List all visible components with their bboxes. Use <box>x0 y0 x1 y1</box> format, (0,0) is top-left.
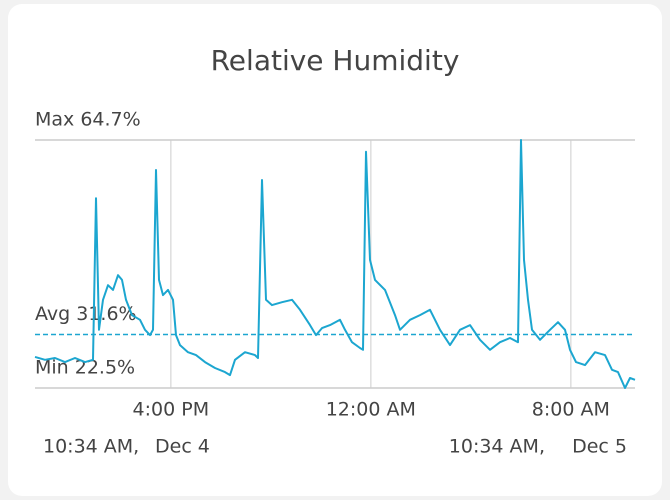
end-date: Dec 5 <box>572 436 627 458</box>
start-date: Dec 4 <box>155 436 210 458</box>
chart-title: Relative Humidity <box>211 44 460 77</box>
reference-label: Min 22.5% <box>35 357 135 379</box>
reference-label: Max 64.7% <box>35 109 141 131</box>
start-time: 10:34 AM, <box>43 436 139 458</box>
end-time: 10:34 AM, <box>449 436 545 458</box>
reference-label: Avg 31.6% <box>35 303 137 325</box>
x-tick-label: 8:00 AM <box>532 399 610 421</box>
x-tick-label: 12:00 AM <box>326 399 416 421</box>
humidity-line <box>34 139 636 389</box>
x-tick-label: 4:00 PM <box>133 399 210 421</box>
card-background <box>8 4 662 496</box>
